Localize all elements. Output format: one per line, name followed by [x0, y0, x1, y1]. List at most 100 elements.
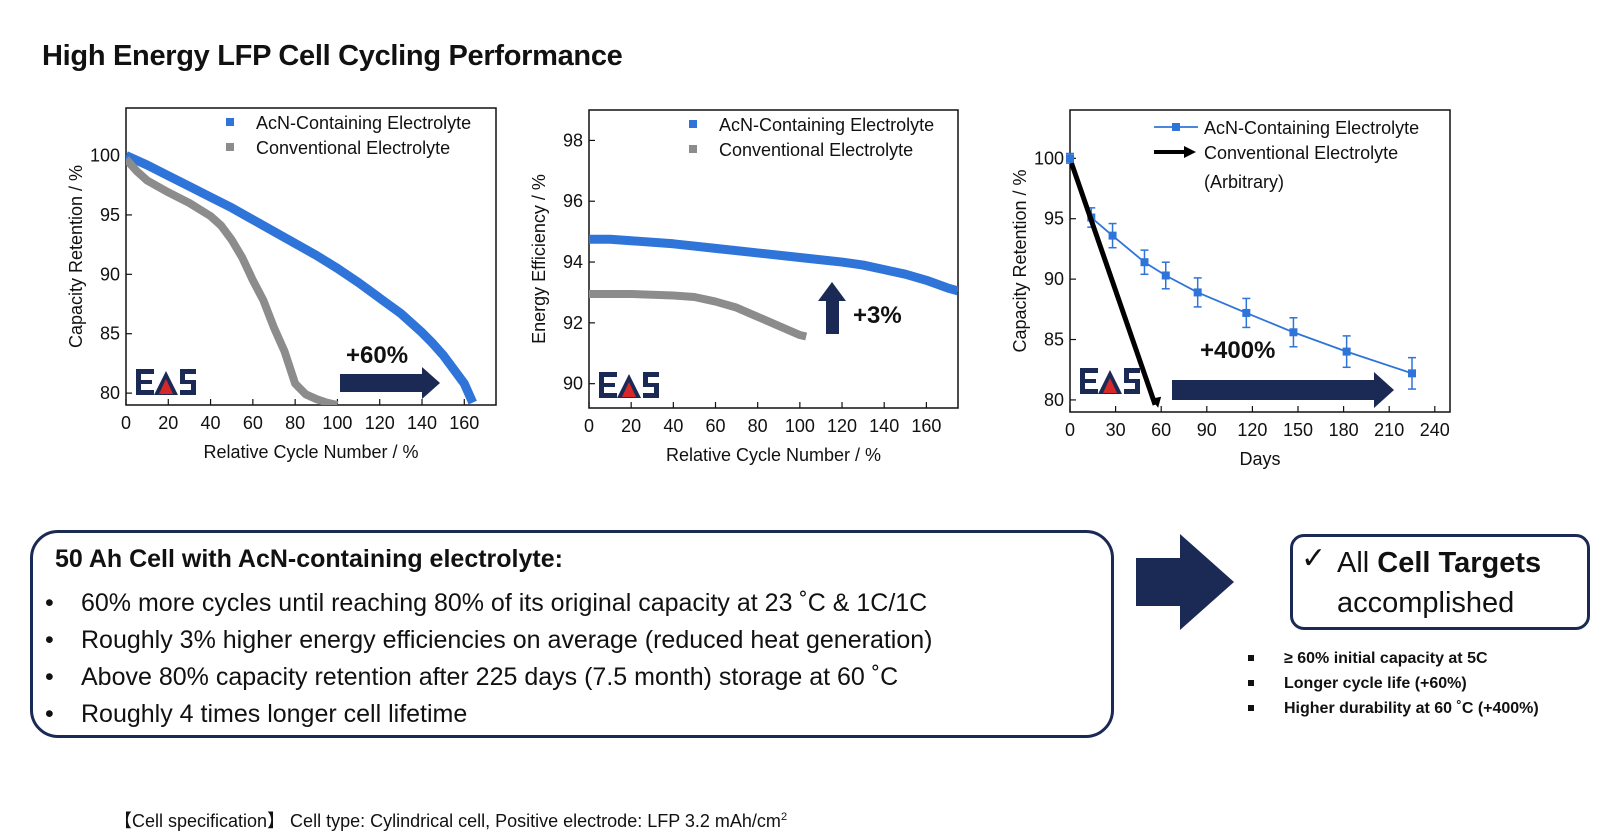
x-axis-label: Relative Cycle Number / %: [203, 442, 418, 462]
target-item: Higher durability at 60 ˚C (+400%): [1248, 696, 1539, 721]
x-axis-label: Days: [1239, 449, 1280, 469]
logo-triangle-icon: [1103, 378, 1117, 393]
target-item: Longer cycle life (+60%): [1248, 671, 1539, 696]
y-tick-label: 80: [100, 383, 120, 403]
data-point: [1289, 328, 1298, 337]
x-tick-label: 160: [911, 416, 941, 436]
charts-area: 0 20 40 60 80 100 120 140 160 80 85 90 95 100 Relative…: [66, 107, 1451, 469]
x-tick-label: 80: [748, 416, 768, 436]
logo-triangle-icon: [622, 382, 636, 397]
target-list: ≥ 60% initial capacity at 5C Longer cycl…: [1248, 646, 1539, 721]
y-tick-label: 95: [1044, 209, 1064, 229]
series-line-acn: [589, 234, 958, 296]
x-tick-label: 150: [1283, 420, 1313, 440]
x-tick-label: 120: [827, 416, 857, 436]
legend-label: Conventional Electrolyte: [719, 140, 913, 160]
y-tick-label: 80: [1044, 390, 1064, 410]
legend-arrow-icon: [1184, 146, 1196, 158]
series-line-conventional: [589, 289, 808, 341]
x-tick-label: 140: [407, 413, 437, 433]
plot-frame: [1069, 109, 1451, 413]
x-tick-label: 0: [1065, 420, 1075, 440]
x-tick-label: 60: [705, 416, 725, 436]
y-tick-label: 90: [1044, 269, 1064, 289]
data-point: [1140, 258, 1149, 267]
y-tick-label: 90: [100, 264, 120, 284]
plot-frame: [588, 109, 959, 409]
x-tick-label: 160: [449, 413, 479, 433]
chart2: 0 20 40 60 80 100 120 140 160 90 92 94 96 98 Relative …: [529, 109, 959, 465]
legend-label: (Arbitrary): [1204, 172, 1284, 192]
data-point: [1108, 231, 1117, 240]
series-line-conventional: [126, 156, 339, 405]
legend-marker-conventional: [689, 145, 697, 153]
targets-line1: All Cell Targets: [1337, 547, 1542, 579]
target-item: ≥ 60% initial capacity at 5C: [1248, 646, 1539, 671]
series-line-acn: [1070, 158, 1413, 375]
logo-letter-e: [1080, 368, 1098, 394]
logo-letter-s: [1124, 368, 1140, 394]
legend-marker-acn: [1172, 123, 1180, 131]
legend-label: Conventional Electrolyte: [1204, 143, 1398, 163]
summary-title: 50 Ah Cell with AcN-containing electroly…: [55, 545, 563, 573]
x-tick-label: 100: [322, 413, 352, 433]
logo-letter-e: [599, 372, 617, 398]
y-tick-label: 90: [563, 374, 583, 394]
x-tick-label: 240: [1420, 420, 1450, 440]
annotation-label: +3%: [853, 302, 902, 329]
summary-bullet: Above 80% capacity retention after 225 d…: [43, 659, 932, 696]
logo-letter-s: [643, 372, 659, 398]
targets-line2: accomplished: [1337, 587, 1515, 619]
chart1: 0 20 40 60 80 100 120 140 160 80 85 90 95 100 Relative…: [66, 107, 497, 462]
checkmark-icon: ✓: [1301, 542, 1327, 575]
y-axis-label: Energy Efficiency / %: [529, 174, 549, 344]
improvement-arrow-icon: [818, 282, 846, 334]
y-tick-label: 100: [90, 146, 120, 166]
data-point: [1161, 271, 1170, 280]
logo: [597, 370, 661, 400]
summary-bullet: Roughly 4 times longer cell lifetime: [43, 696, 932, 733]
x-tick-label: 120: [365, 413, 395, 433]
x-tick-label: 180: [1329, 420, 1359, 440]
series-line-conventional: [1070, 162, 1158, 406]
targets-box: ✓ All Cell Targets accomplished: [1290, 534, 1590, 630]
y-tick-label: 96: [563, 191, 583, 211]
y-tick-label: 95: [100, 205, 120, 225]
x-tick-label: 0: [584, 416, 594, 436]
summary-list: 60% more cycles until reaching 80% of it…: [43, 585, 932, 733]
legend-marker-acn: [226, 118, 234, 126]
logo-letter-s: [180, 369, 196, 395]
y-tick-label: 98: [563, 130, 583, 150]
x-tick-label: 90: [1197, 420, 1217, 440]
series-line-acn: [126, 151, 477, 405]
big-right-arrow-icon: [1136, 534, 1234, 630]
x-axis-label: Relative Cycle Number / %: [666, 445, 881, 465]
data-point: [1342, 347, 1351, 356]
x-tick-label: 0: [121, 413, 131, 433]
chart3: 0 30 60 90 120 150 180 210 240 80 85 90 95 100 Days Cap…: [1010, 109, 1451, 469]
data-point: [1408, 369, 1416, 378]
logo: [1078, 366, 1142, 396]
summary-box: 50 Ah Cell with AcN-containing electroly…: [30, 530, 1114, 738]
summary-bullet: Roughly 3% higher energy efficiencies on…: [43, 622, 932, 659]
annotation-label: +60%: [346, 342, 408, 369]
y-axis-label: Capacity Retention / %: [1010, 169, 1030, 352]
y-tick-label: 85: [100, 324, 120, 344]
data-point: [1193, 288, 1202, 297]
x-tick-label: 30: [1106, 420, 1126, 440]
plot-frame: [125, 107, 497, 406]
conventional-arrowhead-icon: [1151, 396, 1162, 408]
y-tick-label: 94: [563, 252, 583, 272]
y-axis-label: Capacity Retention / %: [66, 165, 86, 348]
x-tick-label: 40: [663, 416, 683, 436]
legend-label: AcN-Containing Electrolyte: [719, 115, 934, 135]
data-point: [1066, 154, 1074, 163]
x-tick-label: 100: [785, 416, 815, 436]
logo-letter-e: [136, 369, 154, 395]
x-tick-label: 40: [201, 413, 221, 433]
legend-marker-conventional: [226, 143, 234, 151]
x-tick-label: 120: [1237, 420, 1267, 440]
improvement-arrow-icon: [1172, 372, 1394, 408]
x-tick-label: 20: [621, 416, 641, 436]
x-tick-label: 20: [158, 413, 178, 433]
